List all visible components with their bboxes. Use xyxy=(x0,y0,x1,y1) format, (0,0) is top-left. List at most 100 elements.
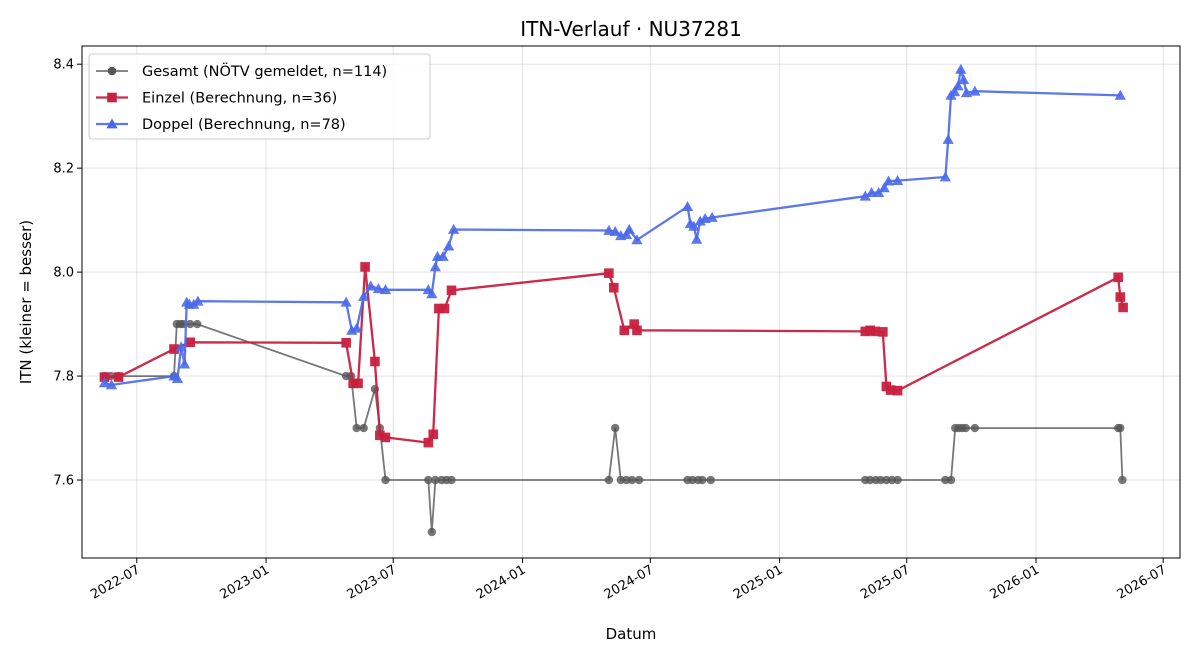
data-point xyxy=(1115,292,1126,302)
data-point xyxy=(380,432,391,443)
data-point xyxy=(891,175,904,185)
data-point xyxy=(620,229,633,240)
legend-label: Gesamt (NÖTV gemeldet, n=114) xyxy=(142,62,387,80)
y-tick-label: 8.0 xyxy=(53,266,74,281)
data-point xyxy=(1114,89,1126,100)
data-point xyxy=(882,175,895,186)
legend: Gesamt (NÖTV gemeldet, n=114) Einzel (Ber… xyxy=(88,53,431,140)
data-point xyxy=(631,234,643,245)
data-point xyxy=(870,326,880,337)
data-point xyxy=(360,262,370,272)
x-axis-title: Datum xyxy=(606,625,657,643)
data-point xyxy=(939,171,951,182)
data-point xyxy=(970,423,980,433)
data-point xyxy=(192,295,204,306)
data-point xyxy=(681,201,694,211)
y-tick-label: 7.6 xyxy=(53,474,74,489)
series-group xyxy=(98,63,1128,537)
data-point xyxy=(706,475,715,485)
data-point xyxy=(948,86,961,97)
legend-label: Doppel (Berechnung, n=78) xyxy=(142,117,346,133)
data-point xyxy=(423,437,434,448)
data-point xyxy=(1116,423,1125,433)
data-point xyxy=(1113,272,1123,283)
data-point xyxy=(860,326,871,337)
data-point xyxy=(341,338,351,348)
data-point xyxy=(691,233,703,244)
data-point xyxy=(185,337,195,348)
legend-label: Einzel (Berechnung, n=36) xyxy=(142,91,337,107)
data-point xyxy=(446,285,457,296)
data-point xyxy=(960,87,973,98)
data-point xyxy=(352,423,361,433)
data-point xyxy=(878,327,888,337)
chart-title: ITN-Verlauf · NU37281 xyxy=(520,17,742,41)
legend-marker xyxy=(107,92,117,103)
data-point xyxy=(105,379,118,390)
data-point xyxy=(348,378,358,389)
data-point xyxy=(443,240,455,251)
data-point xyxy=(171,373,184,384)
data-point xyxy=(99,372,110,382)
data-point xyxy=(447,475,456,485)
data-point xyxy=(969,85,981,96)
data-point xyxy=(193,319,202,329)
data-point xyxy=(955,63,967,74)
data-point xyxy=(859,190,871,201)
data-point xyxy=(873,186,885,197)
data-point xyxy=(958,74,970,85)
data-point xyxy=(619,325,630,336)
data-point xyxy=(604,475,614,485)
data-point xyxy=(428,429,439,440)
data-point xyxy=(946,475,956,485)
legend-box xyxy=(88,53,431,140)
data-point xyxy=(892,385,903,396)
data-point xyxy=(372,283,385,294)
data-point xyxy=(351,322,363,333)
data-point xyxy=(429,261,441,272)
data-point xyxy=(113,372,124,382)
data-point xyxy=(437,250,449,261)
data-point xyxy=(698,475,707,485)
legend-marker xyxy=(106,118,118,129)
data-point xyxy=(942,133,954,144)
data-point xyxy=(604,268,614,278)
data-point xyxy=(632,325,642,336)
data-point xyxy=(434,303,444,314)
data-point xyxy=(627,475,637,485)
data-point xyxy=(629,319,639,329)
data-point xyxy=(358,290,370,301)
data-point xyxy=(424,475,433,485)
data-point xyxy=(353,378,363,389)
data-point xyxy=(426,288,438,299)
data-point xyxy=(175,341,187,352)
data-point xyxy=(448,223,460,234)
data-point xyxy=(688,220,700,231)
data-point xyxy=(1118,302,1128,313)
data-point xyxy=(359,423,368,433)
data-point xyxy=(1118,475,1127,485)
y-tick-label: 8.4 xyxy=(53,58,74,73)
data-point xyxy=(865,325,875,336)
data-point xyxy=(381,475,390,485)
series-square xyxy=(99,262,1128,448)
y-axis-title: ITN (kleiner = besser) xyxy=(17,220,35,384)
data-point xyxy=(610,423,620,433)
data-point xyxy=(375,430,385,441)
data-point xyxy=(694,215,706,226)
data-point xyxy=(370,356,380,367)
data-point xyxy=(431,475,440,485)
data-point xyxy=(178,358,191,369)
data-point xyxy=(961,423,970,433)
data-point xyxy=(952,80,964,91)
data-point xyxy=(706,211,718,222)
data-point xyxy=(608,282,619,293)
data-point xyxy=(893,475,902,485)
data-point xyxy=(340,296,352,307)
legend-marker xyxy=(107,66,117,76)
series-triangle xyxy=(98,63,1126,390)
y-tick-label: 7.8 xyxy=(53,370,74,385)
data-point xyxy=(185,319,195,329)
